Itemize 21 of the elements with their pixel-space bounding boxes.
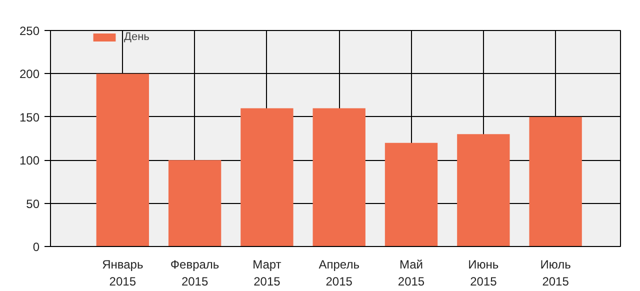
legend-label: День [124,31,150,43]
y-tick-label: 100 [19,154,40,168]
x-tick-label: Март 2015 [252,258,282,288]
bar [384,142,438,246]
y-tick-label: 250 [19,24,40,38]
x-tick-label: Январь 2015 [102,258,144,288]
y-tick-label: 0 [32,240,40,254]
bar [168,160,222,246]
bar [529,116,582,246]
bar [96,74,149,246]
y-tick-label: 150 [19,110,40,124]
x-tick-label: Май 2015 [398,258,425,288]
x-tick-label: Июль 2015 [540,258,571,288]
x-tick-label: Апрель 2015 [318,258,360,288]
x-tick-label: Июнь 2015 [468,258,499,288]
x-tick-label: Февраль 2015 [170,258,220,288]
bar [240,108,294,246]
bar [312,108,366,246]
y-tick-label: 200 [19,67,40,82]
bar [457,134,510,246]
y-tick-label: 50 [26,196,40,211]
